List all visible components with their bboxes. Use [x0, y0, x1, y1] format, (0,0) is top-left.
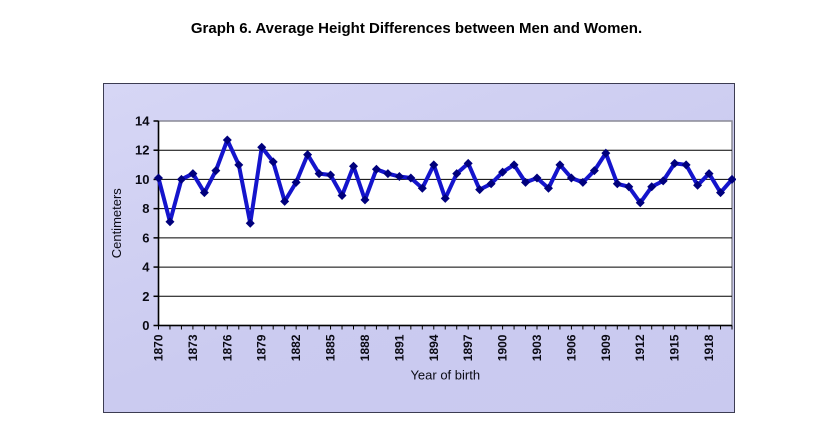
series-marker-1885 — [326, 170, 336, 180]
series-marker-1917 — [693, 180, 703, 190]
series-marker-1870 — [154, 173, 163, 183]
series-marker-1892 — [406, 173, 416, 183]
series-marker-1886 — [337, 190, 347, 200]
y-axis-title: Centimeters — [109, 188, 124, 259]
series-marker-1906 — [566, 173, 576, 183]
y-tick-label-6: 6 — [142, 230, 149, 245]
x-tick-label-1894: 1894 — [427, 334, 441, 361]
x-tick-label-1903: 1903 — [530, 334, 544, 361]
series-marker-1875 — [211, 166, 221, 176]
series-marker-1908 — [589, 166, 599, 176]
y-tick-label-14: 14 — [135, 114, 150, 129]
series-marker-1881 — [280, 196, 290, 206]
x-tick-label-1870: 1870 — [152, 334, 166, 361]
x-tick-label-1876: 1876 — [220, 334, 234, 361]
x-tick-label-1897: 1897 — [461, 334, 475, 361]
series-marker-1898 — [475, 185, 485, 195]
series-marker-1910 — [612, 179, 622, 189]
x-tick-label-1891: 1891 — [392, 334, 406, 361]
series-marker-1883 — [303, 150, 313, 160]
series-marker-1894 — [429, 160, 439, 170]
x-tick-label-1909: 1909 — [599, 334, 613, 361]
x-tick-label-1885: 1885 — [324, 334, 338, 361]
series-marker-1887 — [348, 161, 358, 171]
series-marker-1896 — [452, 169, 462, 179]
x-tick-label-1915: 1915 — [668, 334, 682, 361]
plot-background — [157, 120, 733, 327]
series-marker-1884 — [314, 169, 324, 179]
y-tick-label-12: 12 — [135, 143, 149, 158]
chart-svg: 0 2 4 6 8 10 12 14 1870 1873 1876 1879 1882 1885 1888 1… — [109, 114, 736, 383]
x-axis-title: Year of birth — [410, 368, 480, 383]
series-marker-1879 — [257, 142, 267, 152]
series-marker-1876 — [222, 135, 232, 145]
series-marker-1882 — [291, 177, 301, 187]
series-marker-1901 — [509, 160, 519, 170]
series-marker-1897 — [463, 158, 473, 168]
series-marker-1895 — [440, 193, 450, 203]
series-marker-1874 — [199, 188, 209, 198]
series-marker-1914 — [658, 176, 668, 186]
series-marker-1913 — [647, 182, 657, 192]
series-marker-1891 — [394, 172, 404, 182]
y-tick-label-4: 4 — [142, 260, 150, 275]
chart-area: 0 2 4 6 8 10 12 14 1870 1873 1876 1879 1882 1885 1888 1… — [103, 83, 736, 413]
y-tick-label-10: 10 — [135, 172, 149, 187]
x-tick-label-1882: 1882 — [289, 334, 303, 361]
series-marker-1890 — [383, 169, 393, 179]
series-marker-1912 — [635, 198, 645, 208]
series-marker-1905 — [555, 160, 565, 170]
series-marker-1877 — [234, 160, 244, 170]
y-tick-label-0: 0 — [142, 318, 149, 333]
series-marker-1889 — [371, 164, 381, 174]
series-marker-1900 — [498, 167, 508, 177]
series-marker-1904 — [543, 183, 553, 193]
y-tick-label-8: 8 — [142, 201, 149, 216]
series-marker-1903 — [532, 173, 542, 183]
series-marker-1872 — [176, 174, 186, 184]
chart-title: Graph 6. Average Height Differences betw… — [190, 20, 643, 37]
series-marker-1878 — [245, 218, 255, 228]
series-marker-1888 — [360, 195, 370, 205]
series-marker-1911 — [624, 182, 634, 192]
series-marker-1918 — [704, 169, 714, 179]
series-marker-1871 — [165, 217, 175, 227]
y-tick-label-2: 2 — [142, 289, 149, 304]
series-marker-1919 — [716, 188, 726, 198]
x-tick-label-1879: 1879 — [255, 334, 269, 361]
x-tick-label-1873: 1873 — [186, 334, 200, 361]
series-marker-1873 — [188, 169, 198, 179]
x-tick-label-1888: 1888 — [358, 334, 372, 361]
series-marker-1880 — [268, 157, 278, 167]
x-tick-label-1906: 1906 — [564, 334, 578, 361]
x-tick-label-1918: 1918 — [702, 334, 716, 361]
x-tick-label-1900: 1900 — [496, 334, 510, 361]
series-marker-1915 — [670, 158, 680, 168]
series-marker-1899 — [486, 179, 496, 189]
series-marker-1907 — [578, 177, 588, 187]
series-marker-1916 — [681, 160, 691, 170]
series-marker-1893 — [417, 183, 427, 193]
series-marker-1920 — [727, 174, 736, 184]
series-marker-1902 — [521, 177, 531, 187]
series-marker-1909 — [601, 148, 611, 158]
x-tick-label-1912: 1912 — [633, 334, 647, 361]
